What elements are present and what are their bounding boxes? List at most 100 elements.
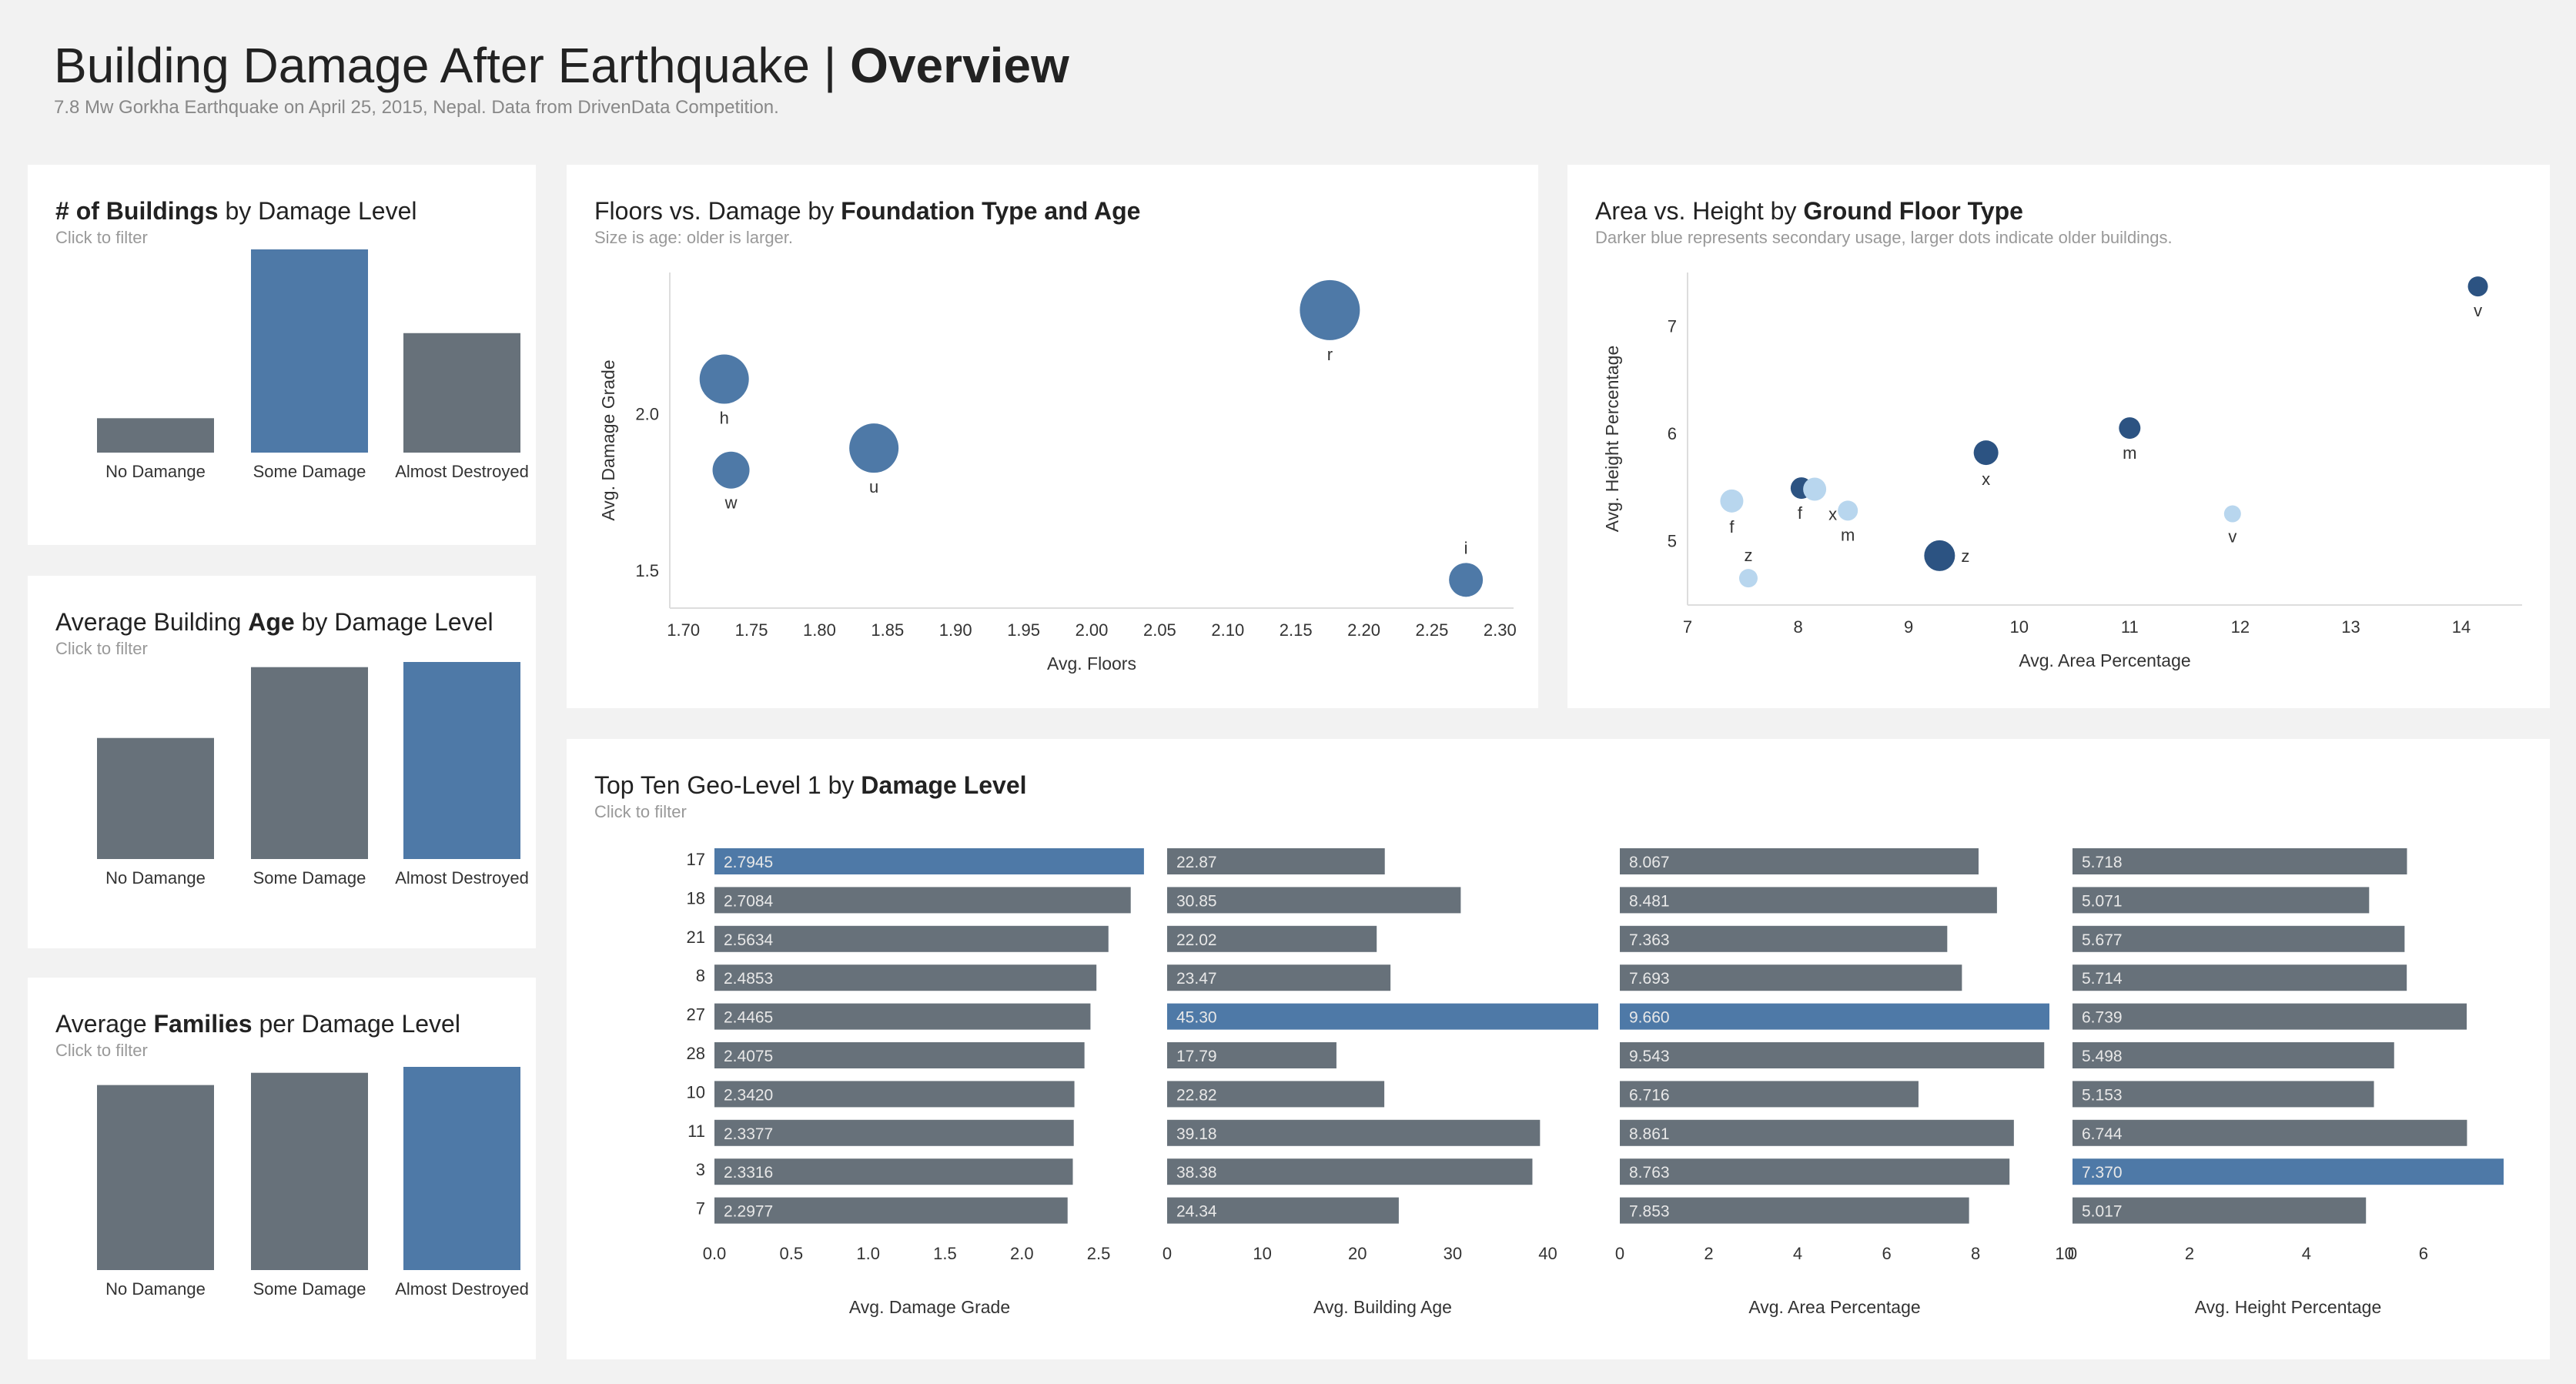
bar[interactable] <box>714 1158 1073 1185</box>
bar-value-label: 2.4075 <box>724 1048 773 1065</box>
bar[interactable] <box>714 887 1131 914</box>
bar-value-label: 2.4465 <box>724 1009 773 1027</box>
panel-title: Average Families per Damage Level <box>55 1010 460 1038</box>
x-tick-label: Some Damage <box>253 1279 366 1299</box>
bar[interactable] <box>2073 1042 2394 1068</box>
data-point[interactable] <box>699 354 749 404</box>
bar[interactable] <box>251 249 368 453</box>
point-label: i <box>1464 538 1468 557</box>
bar[interactable] <box>2073 1003 2467 1030</box>
bar[interactable] <box>1167 1158 1533 1185</box>
area-scatter-chart[interactable]: 7 8 9 10 11 12 13 14 5 6 7 Avg. Area Percentage Avg.… <box>1567 165 2550 708</box>
bar[interactable] <box>714 848 1144 874</box>
bar[interactable] <box>97 418 214 453</box>
data-point[interactable] <box>1720 489 1744 513</box>
bar[interactable] <box>2073 1119 2467 1146</box>
x-tick-label: 2 <box>2185 1244 2194 1263</box>
x-tick-label: 2.10 <box>1211 620 1244 640</box>
bar[interactable] <box>2073 848 2407 874</box>
y-tick-label: 5 <box>1668 531 1677 550</box>
bar[interactable] <box>714 1197 1068 1224</box>
bar[interactable] <box>1167 1042 1337 1068</box>
bar-value-label: 2.2977 <box>724 1203 773 1221</box>
bar[interactable] <box>1167 964 1391 991</box>
data-point[interactable] <box>712 451 750 489</box>
bar[interactable] <box>2073 1158 2504 1185</box>
x-tick-label: Almost Destroyed <box>395 868 529 888</box>
bar[interactable] <box>1620 848 1979 874</box>
data-point[interactable] <box>1803 477 1827 501</box>
bar-value-label: 7.370 <box>2082 1164 2123 1182</box>
x-tick-label: Almost Destroyed <box>395 462 529 481</box>
panel-title: # of Buildings by Damage Level <box>55 197 417 225</box>
bar[interactable] <box>1620 1003 2049 1030</box>
bar[interactable] <box>1620 1042 2045 1068</box>
data-point[interactable] <box>849 423 899 473</box>
x-tick-label: 11 <box>2121 617 2139 637</box>
buildings-bar-chart[interactable]: No Damange Some Damage Almost Destroyed <box>28 249 536 545</box>
age-bar-chart[interactable]: No Damange Some Damage Almost Destroyed <box>28 660 536 948</box>
data-point[interactable] <box>1449 563 1484 597</box>
data-point[interactable] <box>2119 417 2141 440</box>
bar[interactable] <box>1620 1158 2010 1185</box>
y-tick-label: 1.5 <box>635 561 659 580</box>
panel-buildings-by-damage: # of Buildings by Damage Level Click to … <box>28 165 536 545</box>
bar[interactable] <box>251 1072 368 1270</box>
y-tick-label: 6 <box>1668 424 1677 443</box>
dashboard-title: Building Damage After Earthquake | Overv… <box>54 38 1069 93</box>
bar-value-label: 2.3377 <box>724 1125 773 1143</box>
row-label: 21 <box>687 928 705 947</box>
bar[interactable] <box>1620 925 1948 952</box>
bar[interactable] <box>1620 964 1962 991</box>
bar-value-label: 5.017 <box>2082 1203 2123 1221</box>
point-label: r <box>1327 345 1333 364</box>
point-label: m <box>1841 525 1855 544</box>
bar[interactable] <box>1167 1003 1598 1030</box>
geo-bar-chart[interactable]: 171821827281011372.79452.70842.56342.485… <box>567 739 2550 1359</box>
data-point[interactable] <box>1924 540 1955 571</box>
bar[interactable] <box>1167 925 1377 952</box>
families-bar-chart[interactable]: No Damange Some Damage Almost Destroyed <box>28 1062 536 1359</box>
bar[interactable] <box>1620 1197 1969 1224</box>
bar[interactable] <box>2073 887 2370 914</box>
bar[interactable] <box>97 737 214 859</box>
bar[interactable] <box>1620 887 1997 914</box>
bar[interactable] <box>1167 1119 1541 1146</box>
x-tick-label: 1.5 <box>933 1244 957 1263</box>
data-point[interactable] <box>1838 500 1858 521</box>
bar[interactable] <box>714 964 1097 991</box>
bar[interactable] <box>714 1042 1085 1068</box>
bar-value-label: 7.853 <box>1629 1203 1670 1221</box>
data-point[interactable] <box>1738 569 1758 588</box>
bar[interactable] <box>714 925 1109 952</box>
bar[interactable] <box>714 1081 1075 1108</box>
bar-value-label: 22.82 <box>1176 1086 1217 1104</box>
bar[interactable] <box>2073 1081 2374 1108</box>
data-point[interactable] <box>2467 276 2488 297</box>
data-point[interactable] <box>1973 440 1999 466</box>
bar[interactable] <box>1167 1197 1399 1224</box>
bar-value-label: 6.744 <box>2082 1125 2123 1143</box>
bar[interactable] <box>1167 1081 1385 1108</box>
bar[interactable] <box>2073 964 2407 991</box>
bar[interactable] <box>2073 1197 2367 1224</box>
x-tick-label: 12 <box>2231 617 2250 637</box>
bar[interactable] <box>403 333 520 453</box>
bar[interactable] <box>2073 925 2405 952</box>
bar[interactable] <box>1167 848 1385 874</box>
bar[interactable] <box>1620 1119 2014 1146</box>
floors-scatter-chart[interactable]: 1.70 1.75 1.80 1.85 1.90 1.95 2.00 2.05 2.10 2.15… <box>567 165 1538 708</box>
bar[interactable] <box>251 667 368 859</box>
x-tick-label: 10 <box>2009 617 2028 637</box>
data-point[interactable] <box>1300 279 1360 340</box>
x-tick-label: 2.5 <box>1087 1244 1111 1263</box>
bar[interactable] <box>1620 1081 1919 1108</box>
bar[interactable] <box>714 1119 1074 1146</box>
bar[interactable] <box>97 1085 214 1270</box>
bar[interactable] <box>403 1067 520 1270</box>
x-tick-label: 14 <box>2452 617 2471 637</box>
bar[interactable] <box>714 1003 1091 1030</box>
bar[interactable] <box>403 662 520 859</box>
data-point[interactable] <box>2223 505 2241 523</box>
bar[interactable] <box>1167 887 1461 914</box>
